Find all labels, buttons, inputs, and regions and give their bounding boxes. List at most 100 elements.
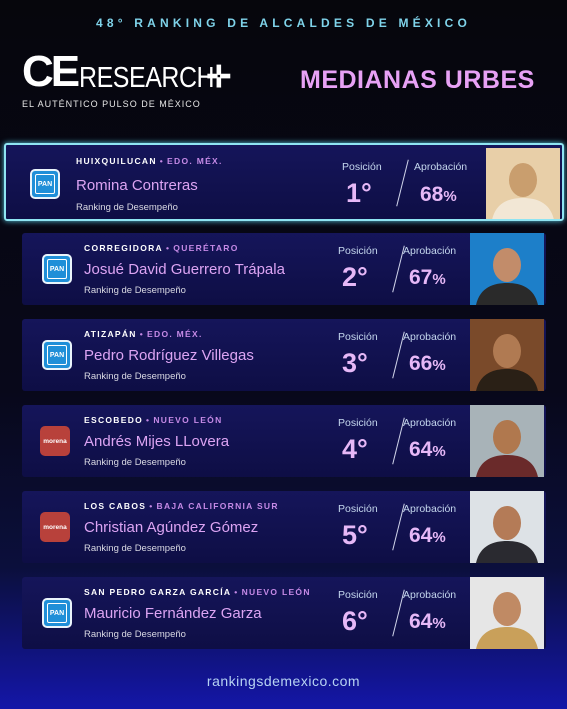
morena-party-logo: morena xyxy=(40,512,70,542)
pan-party-logo: PAN xyxy=(30,169,60,199)
ranking-subtitle: Ranking de Desempeño xyxy=(84,285,186,296)
separator-dot: • xyxy=(146,415,151,425)
approval-label: Aprobación xyxy=(403,589,457,601)
approval-value: 67% xyxy=(409,266,446,290)
approval-label: Aprobación xyxy=(403,331,457,343)
municipality: LOS CABOS xyxy=(84,501,147,511)
divider-slash xyxy=(396,159,409,207)
municipality: SAN PEDRO GARZA GARCÍA xyxy=(84,587,232,597)
pan-party-logo: PAN xyxy=(42,598,72,628)
mayor-card: PAN ATIZAPÁN • EDO. MÉX. Pedro Rodríguez V… xyxy=(22,319,546,391)
approval-value: 64% xyxy=(409,438,446,462)
mayor-name: Christian Agúndez Gómez xyxy=(84,519,259,536)
ceresearch-logo: CE RESEARCH ✛ EL AUTÉNTICO PULSO DE MÉXI… xyxy=(22,47,232,110)
position-label: Posición xyxy=(342,161,382,173)
morena-party-logo: morena xyxy=(40,426,70,456)
municipality-line: LOS CABOS • BAJA CALIFORNIA SUR xyxy=(84,501,279,511)
mayor-photo xyxy=(470,405,544,477)
category-title: MEDIANAS URBES xyxy=(300,66,535,94)
separator-dot: • xyxy=(139,329,145,339)
approval-label: Aprobación xyxy=(403,503,457,515)
position-label: Posición xyxy=(338,503,378,515)
municipality-line: CORREGIDORA • QUERÉTARO xyxy=(84,243,239,253)
approval-label: Aprobación xyxy=(414,161,468,173)
position-label: Posición xyxy=(338,417,378,429)
ranking-subtitle: Ranking de Desempeño xyxy=(84,629,186,640)
mayor-portrait-icon xyxy=(470,405,544,477)
ranking-banner: 48° RANKING DE ALCALDES DE MÉXICO xyxy=(96,16,471,30)
municipality-line: SAN PEDRO GARZA GARCÍA • NUEVO LEÓN xyxy=(84,587,311,597)
mayor-name: Romina Contreras xyxy=(76,177,198,194)
position-value: 6° xyxy=(342,606,368,636)
percent-sign: % xyxy=(432,443,446,460)
position-value: 2° xyxy=(342,262,368,292)
position-value: 1° xyxy=(346,178,372,208)
pan-party-logo: PAN xyxy=(42,254,72,284)
municipality: ATIZAPÁN xyxy=(84,329,137,339)
municipality-line: ESCOBEDO • NUEVO LEÓN xyxy=(84,415,223,425)
state: EDO. MÉX. xyxy=(167,156,223,166)
municipality: CORREGIDORA xyxy=(84,243,163,253)
mayor-portrait-icon xyxy=(470,577,544,649)
approval-number: 66 xyxy=(409,352,433,375)
approval-value: 64% xyxy=(409,524,446,548)
separator-dot: • xyxy=(166,243,171,253)
mayor-name: Andrés Mijes LLovera xyxy=(84,433,230,450)
mayor-card: morena ESCOBEDO • NUEVO LEÓN Andrés Mijes … xyxy=(22,405,546,477)
position-label: Posición xyxy=(338,245,378,257)
approval-number: 64 xyxy=(409,524,433,547)
mayor-name: Josué David Guerrero Trápala xyxy=(84,261,285,278)
approval-number: 68 xyxy=(420,183,444,206)
mayor-portrait-icon xyxy=(486,148,560,219)
approval-label: Aprobación xyxy=(403,245,457,257)
position-value: 3° xyxy=(342,348,368,378)
ranking-subtitle: Ranking de Desempeño xyxy=(84,543,186,554)
footer-url[interactable]: rankingsdemexico.com xyxy=(206,673,361,689)
mayor-portrait-icon xyxy=(470,319,544,391)
percent-sign: % xyxy=(432,529,446,546)
separator-dot: • xyxy=(149,501,154,511)
percent-sign: % xyxy=(443,188,457,205)
mayor-photo xyxy=(486,147,560,219)
percent-sign: % xyxy=(432,357,446,374)
mayor-card: PAN CORREGIDORA • QUERÉTARO Josué David Gu… xyxy=(22,233,546,305)
state: QUERÉTARO xyxy=(173,243,239,253)
pan-party-logo: PAN xyxy=(42,340,72,370)
logo-research: RESEARCH xyxy=(79,62,215,94)
mayor-portrait-icon xyxy=(470,233,544,305)
mayor-name: Mauricio Fernández Garza xyxy=(84,605,262,622)
percent-sign: % xyxy=(432,615,446,632)
municipality-line: HUIXQUILUCAN • EDO. MÉX. xyxy=(76,156,223,166)
mayor-photo xyxy=(470,319,544,391)
approval-number: 64 xyxy=(409,610,433,633)
state: NUEVO LEÓN xyxy=(241,587,311,597)
state: EDO. MÉX. xyxy=(147,329,203,339)
municipality: HUIXQUILUCAN xyxy=(76,156,157,166)
ranking-subtitle: Ranking de Desempeño xyxy=(84,457,186,468)
logo-plus-icon: ✛ xyxy=(206,61,232,94)
municipality: ESCOBEDO xyxy=(84,415,144,425)
separator-dot: • xyxy=(234,587,239,597)
mayor-card: PAN SAN PEDRO GARZA GARCÍA • NUEVO LEÓN Ma… xyxy=(22,577,546,649)
mayor-photo xyxy=(470,233,544,305)
approval-number: 64 xyxy=(409,438,433,461)
approval-label: Aprobación xyxy=(403,417,457,429)
mayor-photo xyxy=(470,577,544,649)
mayor-card: PAN HUIXQUILUCAN • EDO. MÉX. Romina Contre… xyxy=(4,143,564,221)
mayor-name: Pedro Rodríguez Villegas xyxy=(84,347,254,364)
mayor-portrait-icon xyxy=(470,491,544,563)
logo-ce: CE xyxy=(22,47,80,96)
position-value: 5° xyxy=(342,520,368,550)
separator-dot: • xyxy=(159,156,165,166)
position-label: Posición xyxy=(338,589,378,601)
approval-value: 68% xyxy=(420,183,457,207)
mayor-photo xyxy=(470,491,544,563)
state: NUEVO LEÓN xyxy=(153,415,223,425)
percent-sign: % xyxy=(432,271,446,288)
approval-value: 66% xyxy=(409,352,446,376)
position-value: 4° xyxy=(342,434,368,464)
ranking-subtitle: Ranking de Desempeño xyxy=(84,371,186,382)
ranking-subtitle: Ranking de Desempeño xyxy=(76,202,178,213)
position-label: Posición xyxy=(338,331,378,343)
approval-number: 67 xyxy=(409,266,433,289)
